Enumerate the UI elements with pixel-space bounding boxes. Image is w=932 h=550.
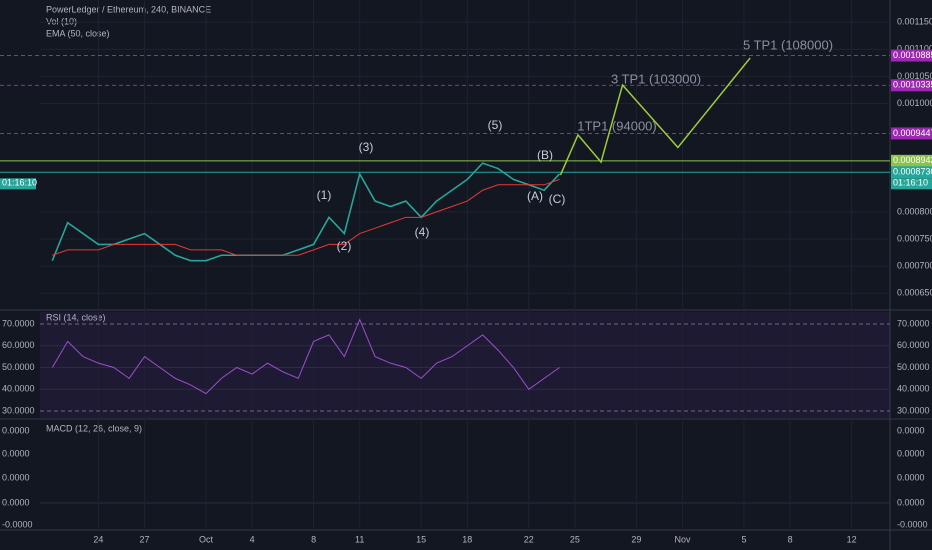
- y-tick-label: 0.00115000: [897, 17, 932, 27]
- level-tag: [891, 154, 932, 167]
- x-tick-label: 8: [788, 534, 793, 544]
- annotation: (1): [317, 188, 332, 202]
- level-tag: [891, 79, 932, 92]
- rsi-pane: [40, 312, 890, 418]
- level-tag: [891, 127, 932, 140]
- x-tick-label: 5: [741, 534, 746, 544]
- y-tick-label: 40.0000: [2, 384, 35, 394]
- x-tick-label: Nov: [674, 534, 691, 544]
- y-tick-label: 60.0000: [2, 340, 35, 350]
- y-tick-label: -0.0000: [2, 519, 33, 529]
- y-tick-label: 40.0000: [897, 384, 930, 394]
- x-tick-label: Oct: [199, 534, 214, 544]
- annotation: (A): [527, 189, 543, 203]
- y-tick-label: 0.00105000: [897, 71, 932, 81]
- y-tick-label: 0.00100000: [897, 98, 932, 108]
- y-tick-label: 0.0000: [2, 448, 30, 458]
- y-tick-label: 60.0000: [897, 340, 930, 350]
- y-tick-label: 50.0000: [2, 362, 35, 372]
- y-tick-label: 0.0000: [2, 425, 30, 435]
- header: EMA (50, close): [46, 28, 110, 38]
- y-tick-label: 50.0000: [897, 362, 930, 372]
- x-tick-label: 11: [355, 534, 364, 544]
- rsi-line: [51, 318, 560, 395]
- y-tick-label: 0.00075000: [897, 233, 932, 243]
- y-tick-label: 70.0000: [2, 318, 35, 328]
- header: PowerLedger / Ethereum, 240, BINANCE: [46, 4, 211, 14]
- level-label: 0.00108851: [893, 50, 932, 60]
- level-label: 0.00087307: [893, 167, 932, 177]
- annotation: 5 TP1 (108000): [743, 37, 833, 52]
- level-label: 0.00089422: [893, 155, 932, 165]
- x-tick-label: 18: [462, 534, 472, 544]
- countdown: 01:16:10: [2, 178, 37, 188]
- x-tick-label: 15: [416, 534, 426, 544]
- annotation: 3 TP1 (103000): [611, 71, 701, 86]
- x-tick-label: 24: [93, 534, 103, 544]
- level-tag: [891, 49, 932, 62]
- y-tick-label: 0.0000: [2, 472, 30, 482]
- countdown: 01:16:10: [893, 178, 928, 188]
- price-line: [52, 178, 560, 256]
- x-tick-label: 8: [311, 534, 316, 544]
- countdown-tag: [0, 178, 36, 190]
- annotation: (3): [359, 140, 374, 154]
- x-tick-label: 27: [140, 534, 150, 544]
- y-tick-label: 0.0000: [897, 448, 925, 458]
- annotation: (C): [549, 192, 566, 206]
- y-tick-label: 0.0000: [897, 497, 925, 507]
- y-tick-label: -0.0000: [897, 519, 928, 529]
- y-tick-label: 0.00070000: [897, 260, 932, 270]
- annotation: (B): [537, 148, 553, 162]
- price-line: [51, 162, 561, 262]
- x-tick-label: 25: [570, 534, 580, 544]
- y-tick-label: 0.0000: [897, 472, 925, 482]
- x-tick-label: 12: [847, 534, 857, 544]
- y-tick-label: 0.00065000: [897, 288, 932, 298]
- annotation: (2): [337, 239, 352, 253]
- y-tick-label: 30.0000: [897, 405, 930, 415]
- level-label: 0.00094478: [893, 128, 932, 138]
- projection-line: [559, 57, 751, 176]
- countdown-tag: [891, 178, 932, 190]
- level-label: 0.00103356: [893, 80, 932, 90]
- y-tick-label: 0.00110000: [897, 44, 932, 54]
- x-tick-label: 29: [631, 534, 641, 544]
- x-tick-label: 4: [250, 534, 255, 544]
- macd-title: MACD (12, 26, close, 9): [46, 423, 142, 433]
- annotation: (5): [488, 118, 503, 132]
- y-tick-label: 0.0000: [2, 497, 30, 507]
- y-tick-label: 0.0000: [897, 425, 925, 435]
- level-tag: [891, 166, 932, 179]
- x-tick-label: 22: [524, 534, 534, 544]
- annotation: 1TP1 (94000): [577, 118, 657, 133]
- y-tick-label: 0.00080000: [897, 206, 932, 216]
- annotation: (4): [415, 225, 430, 239]
- rsi-title: RSI (14, close): [46, 312, 106, 322]
- y-tick-label: 30.0000: [2, 405, 35, 415]
- header: Vol (10): [46, 16, 77, 26]
- y-tick-label: 70.0000: [897, 318, 930, 328]
